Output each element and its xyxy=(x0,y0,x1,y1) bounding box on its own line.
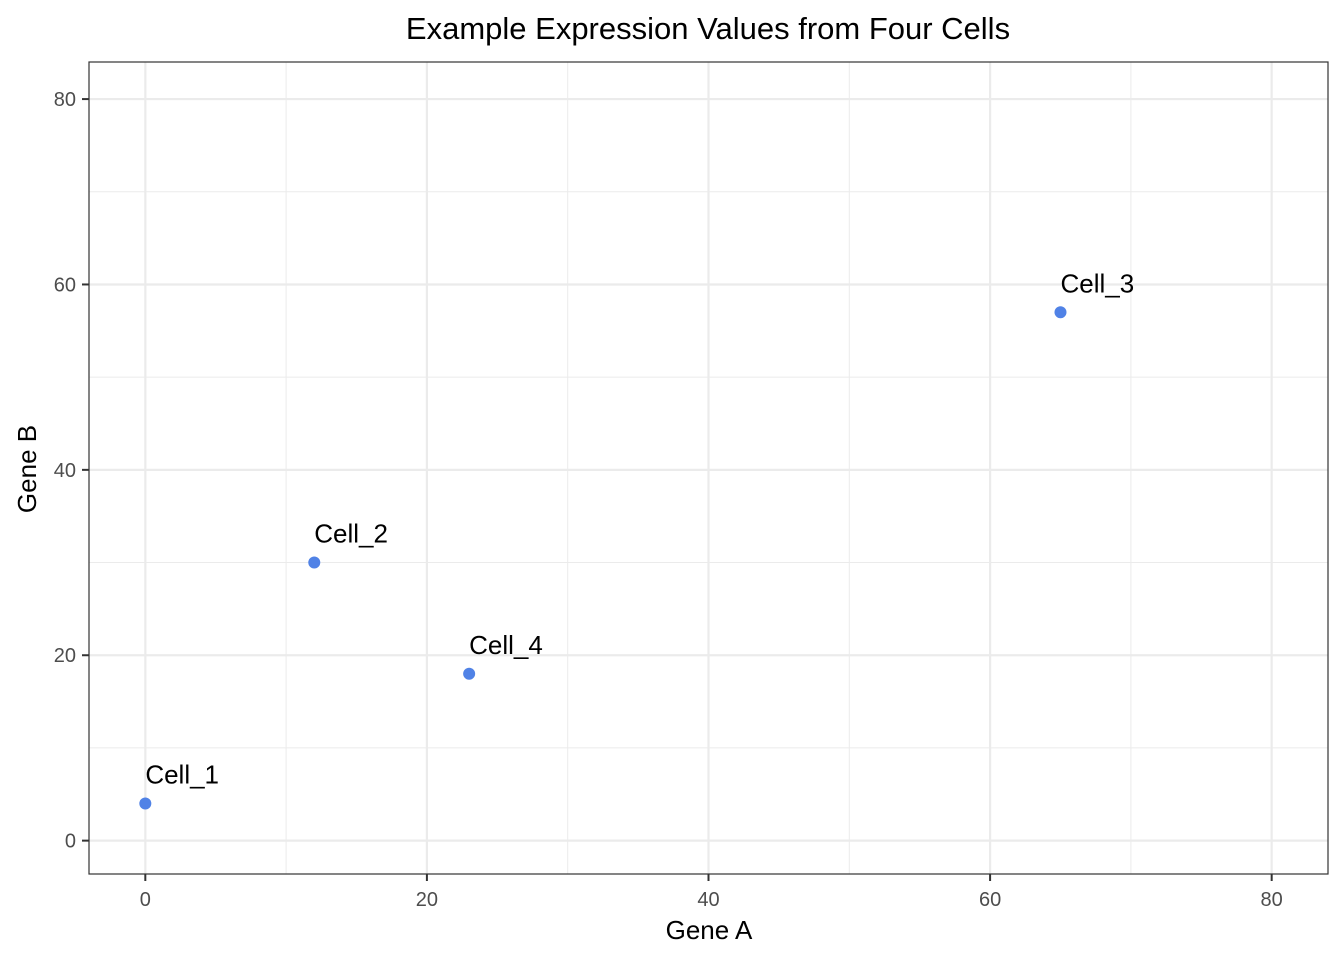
x-axis-label: Gene A xyxy=(666,915,753,945)
data-point xyxy=(139,797,152,810)
chart-title: Example Expression Values from Four Cell… xyxy=(406,11,1010,46)
data-point xyxy=(463,667,476,680)
point-label: Cell_2 xyxy=(314,519,388,549)
y-tick-label: 40 xyxy=(54,460,76,482)
point-label: Cell_1 xyxy=(145,760,219,790)
y-tick-label: 20 xyxy=(54,645,76,667)
point-label: Cell_4 xyxy=(469,630,543,660)
y-tick-label: 0 xyxy=(65,831,76,853)
y-axis-label: Gene B xyxy=(12,425,42,513)
data-point xyxy=(1054,306,1067,319)
point-label: Cell_3 xyxy=(1060,268,1134,298)
x-tick-label: 80 xyxy=(1261,889,1283,911)
y-tick-label: 60 xyxy=(54,274,76,296)
x-tick-label: 60 xyxy=(979,889,1001,911)
y-tick-label: 80 xyxy=(54,89,76,111)
x-tick-label: 20 xyxy=(416,889,438,911)
data-points: Cell_1 Cell_2 Cell_3 Cell_4 xyxy=(139,268,1134,810)
axis-ticks: 0 20 40 60 80 0 20 40 60 80 xyxy=(54,89,1283,911)
x-tick-label: 0 xyxy=(140,889,151,911)
x-tick-label: 40 xyxy=(697,889,719,911)
data-point xyxy=(308,556,321,569)
major-gridlines xyxy=(89,62,1328,874)
